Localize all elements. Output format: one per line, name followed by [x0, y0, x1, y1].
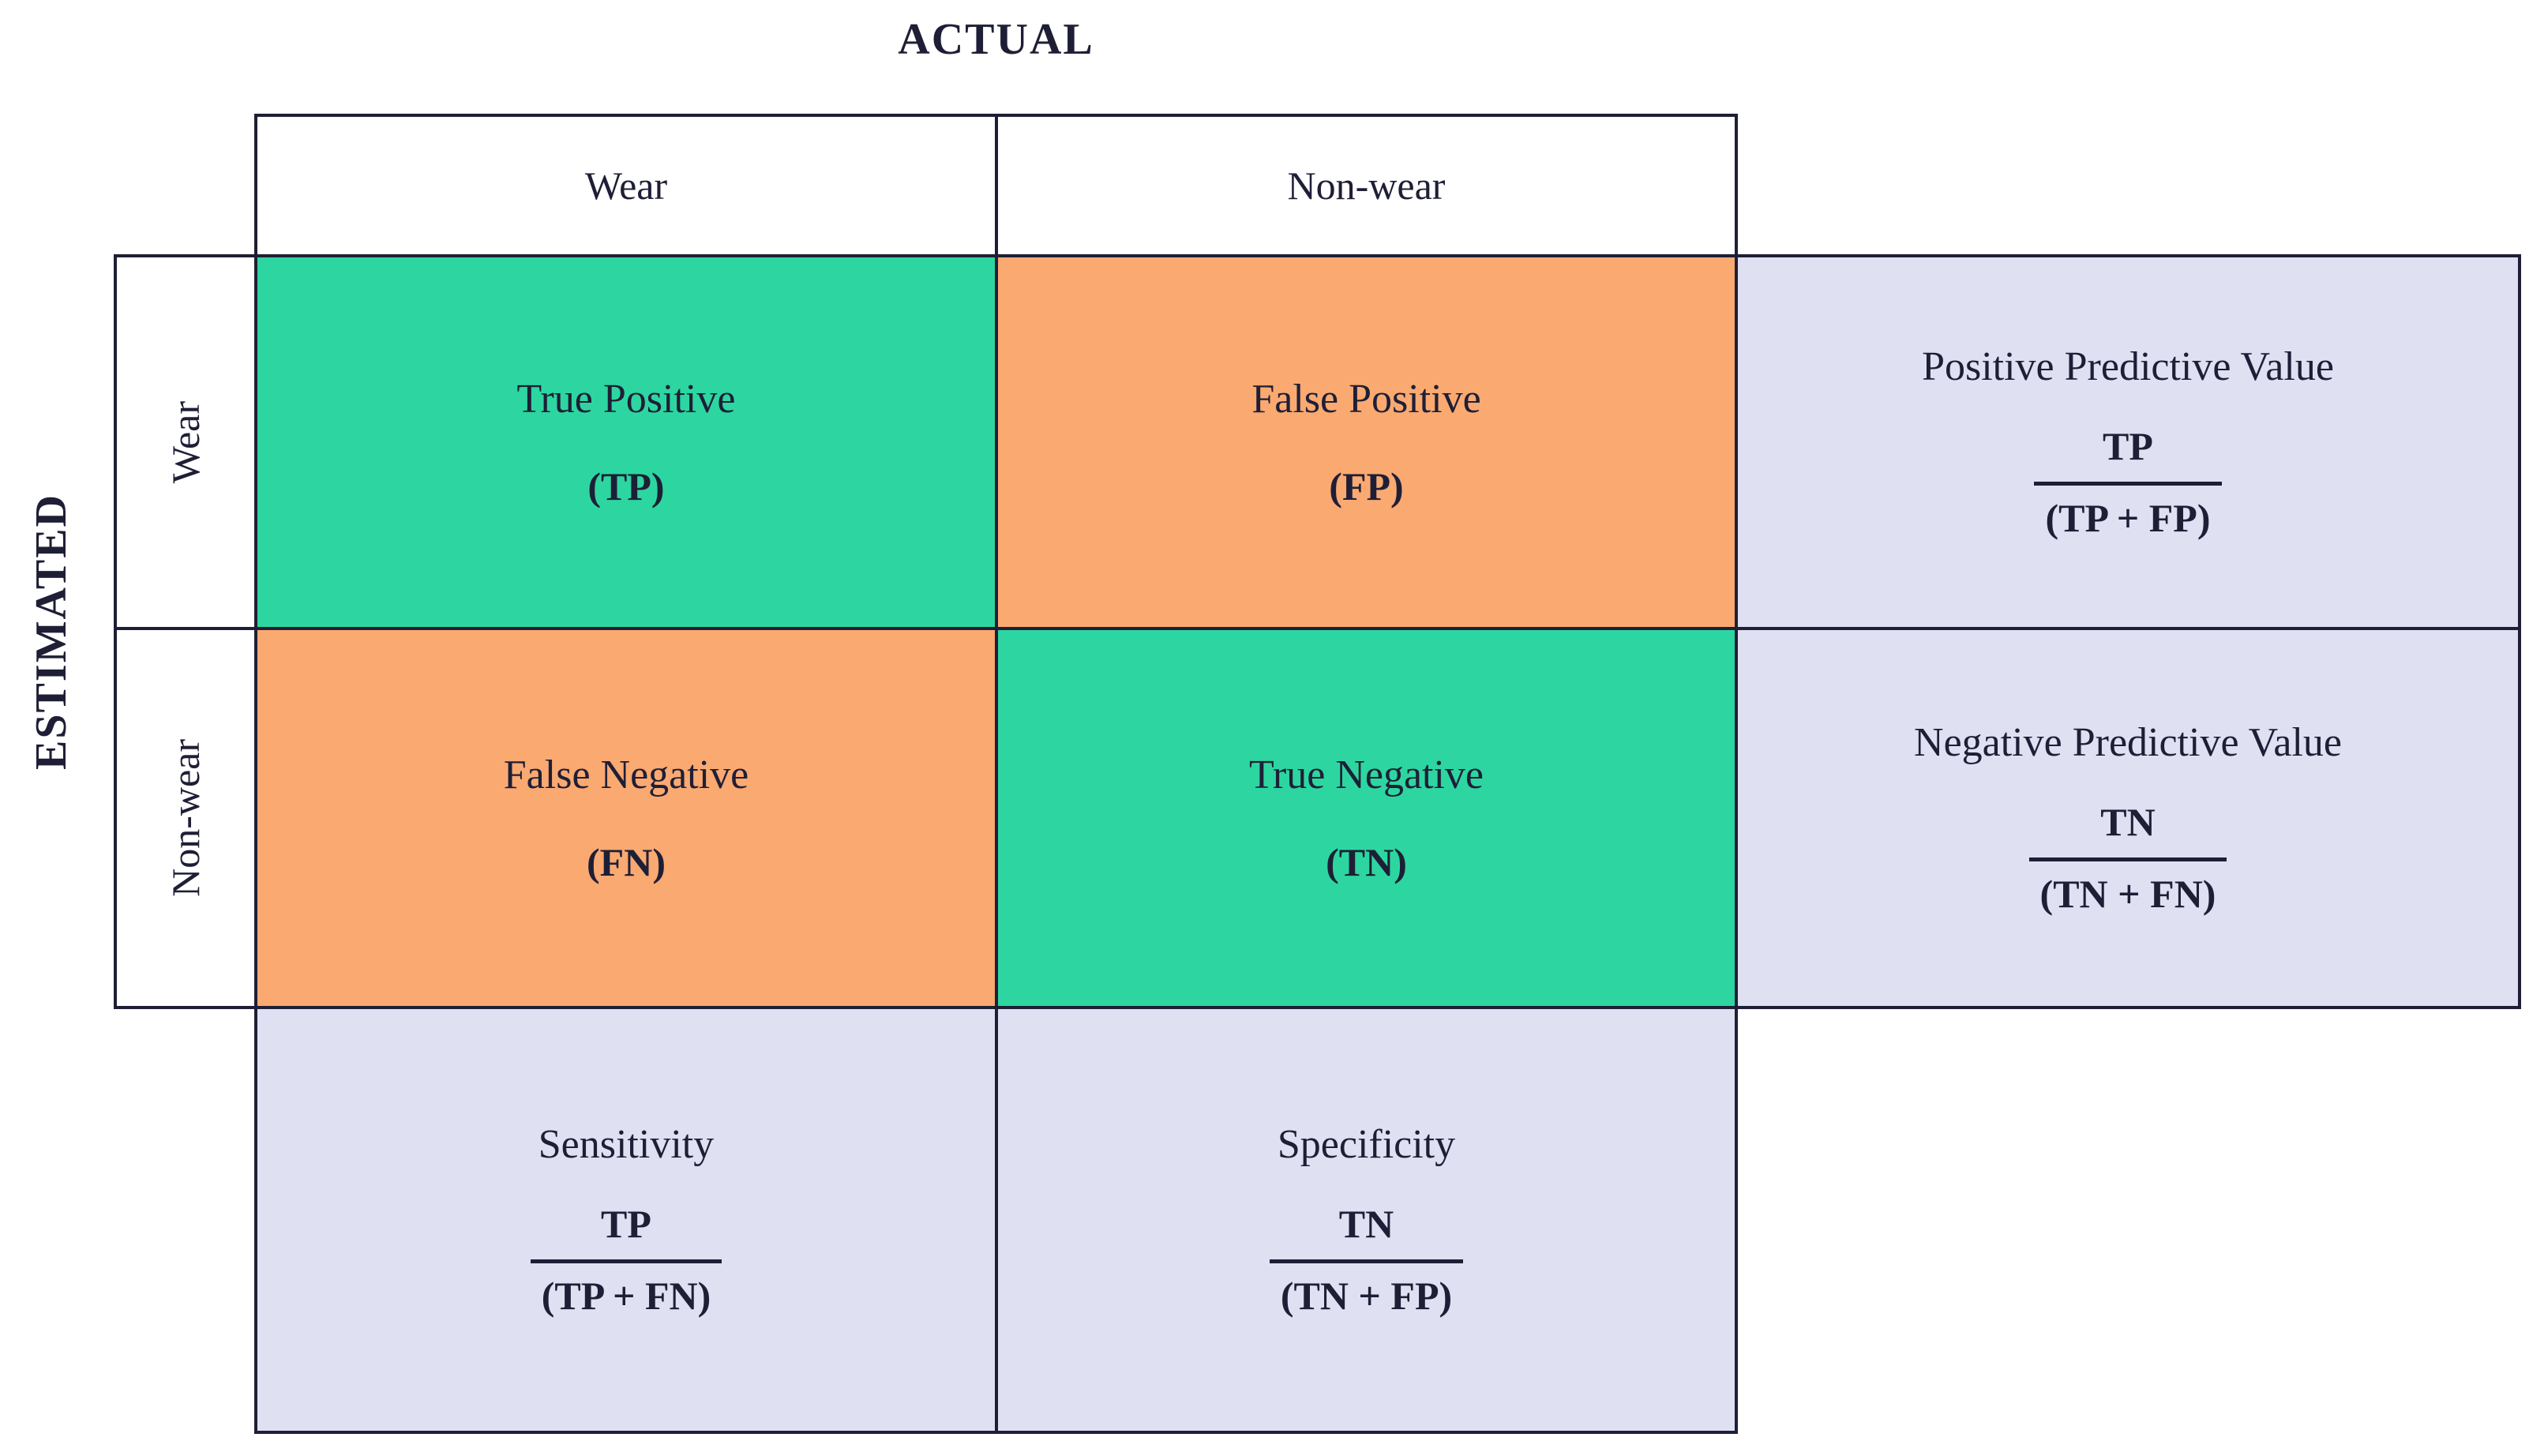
row-header-wear: Wear [114, 254, 257, 630]
row-header-wear-label: Wear [163, 400, 208, 484]
specificity-denominator: (TN + FP) [1269, 1259, 1464, 1319]
ppv-formula: TP (TP + FP) [2034, 423, 2222, 541]
cell-true-positive: True Positive (TP) [254, 254, 998, 630]
actual-axis-title: ACTUAL [898, 15, 1094, 64]
metric-specificity: Specificity TN (TN + FP) [995, 1006, 1738, 1434]
cell-false-negative: False Negative (FN) [254, 627, 998, 1009]
npv-denominator: (TN + FN) [2028, 857, 2227, 917]
column-header-wear-label: Wear [584, 163, 668, 208]
sensitivity-label: Sensitivity [538, 1122, 715, 1167]
metric-ppv: Positive Predictive Value TP (TP + FP) [1735, 254, 2521, 630]
false-positive-abbr: (FP) [1329, 463, 1404, 508]
cell-true-negative: True Negative (TN) [995, 627, 1738, 1009]
column-header-wear: Wear [254, 114, 998, 257]
true-negative-label: True Negative [1248, 752, 1484, 797]
estimated-axis-title-text: ESTIMATED [27, 493, 76, 770]
ppv-label: Positive Predictive Value [1922, 344, 2334, 389]
true-positive-abbr: (TP) [587, 463, 665, 508]
sensitivity-denominator: (TP + FN) [530, 1259, 722, 1319]
column-header-nonwear-label: Non-wear [1287, 163, 1446, 208]
metric-sensitivity: Sensitivity TP (TP + FN) [254, 1006, 998, 1434]
column-header-nonwear: Non-wear [995, 114, 1738, 257]
sensitivity-formula: TP (TP + FN) [530, 1201, 722, 1319]
false-positive-label: False Positive [1251, 376, 1481, 422]
specificity-formula: TN (TN + FP) [1269, 1201, 1464, 1319]
false-negative-label: False Negative [503, 752, 749, 797]
metric-npv: Negative Predictive Value TN (TN + FN) [1735, 627, 2521, 1009]
ppv-denominator: (TP + FP) [2034, 482, 2222, 541]
row-header-nonwear-label: Non-wear [163, 739, 208, 897]
cell-false-positive: False Positive (FP) [995, 254, 1738, 630]
npv-numerator: TN [2100, 800, 2156, 844]
false-negative-abbr: (FN) [587, 839, 666, 884]
ppv-numerator: TP [2103, 424, 2153, 468]
estimated-axis-title: ESTIMATED [0, 254, 103, 1009]
true-negative-abbr: (TN) [1326, 839, 1407, 884]
true-positive-label: True Positive [516, 376, 736, 422]
specificity-label: Specificity [1277, 1122, 1456, 1167]
row-header-nonwear: Non-wear [114, 627, 257, 1009]
npv-formula: TN (TN + FN) [2028, 799, 2227, 917]
sensitivity-numerator: TP [601, 1202, 651, 1246]
specificity-numerator: TN [1338, 1202, 1394, 1246]
npv-label: Negative Predictive Value [1914, 720, 2342, 765]
